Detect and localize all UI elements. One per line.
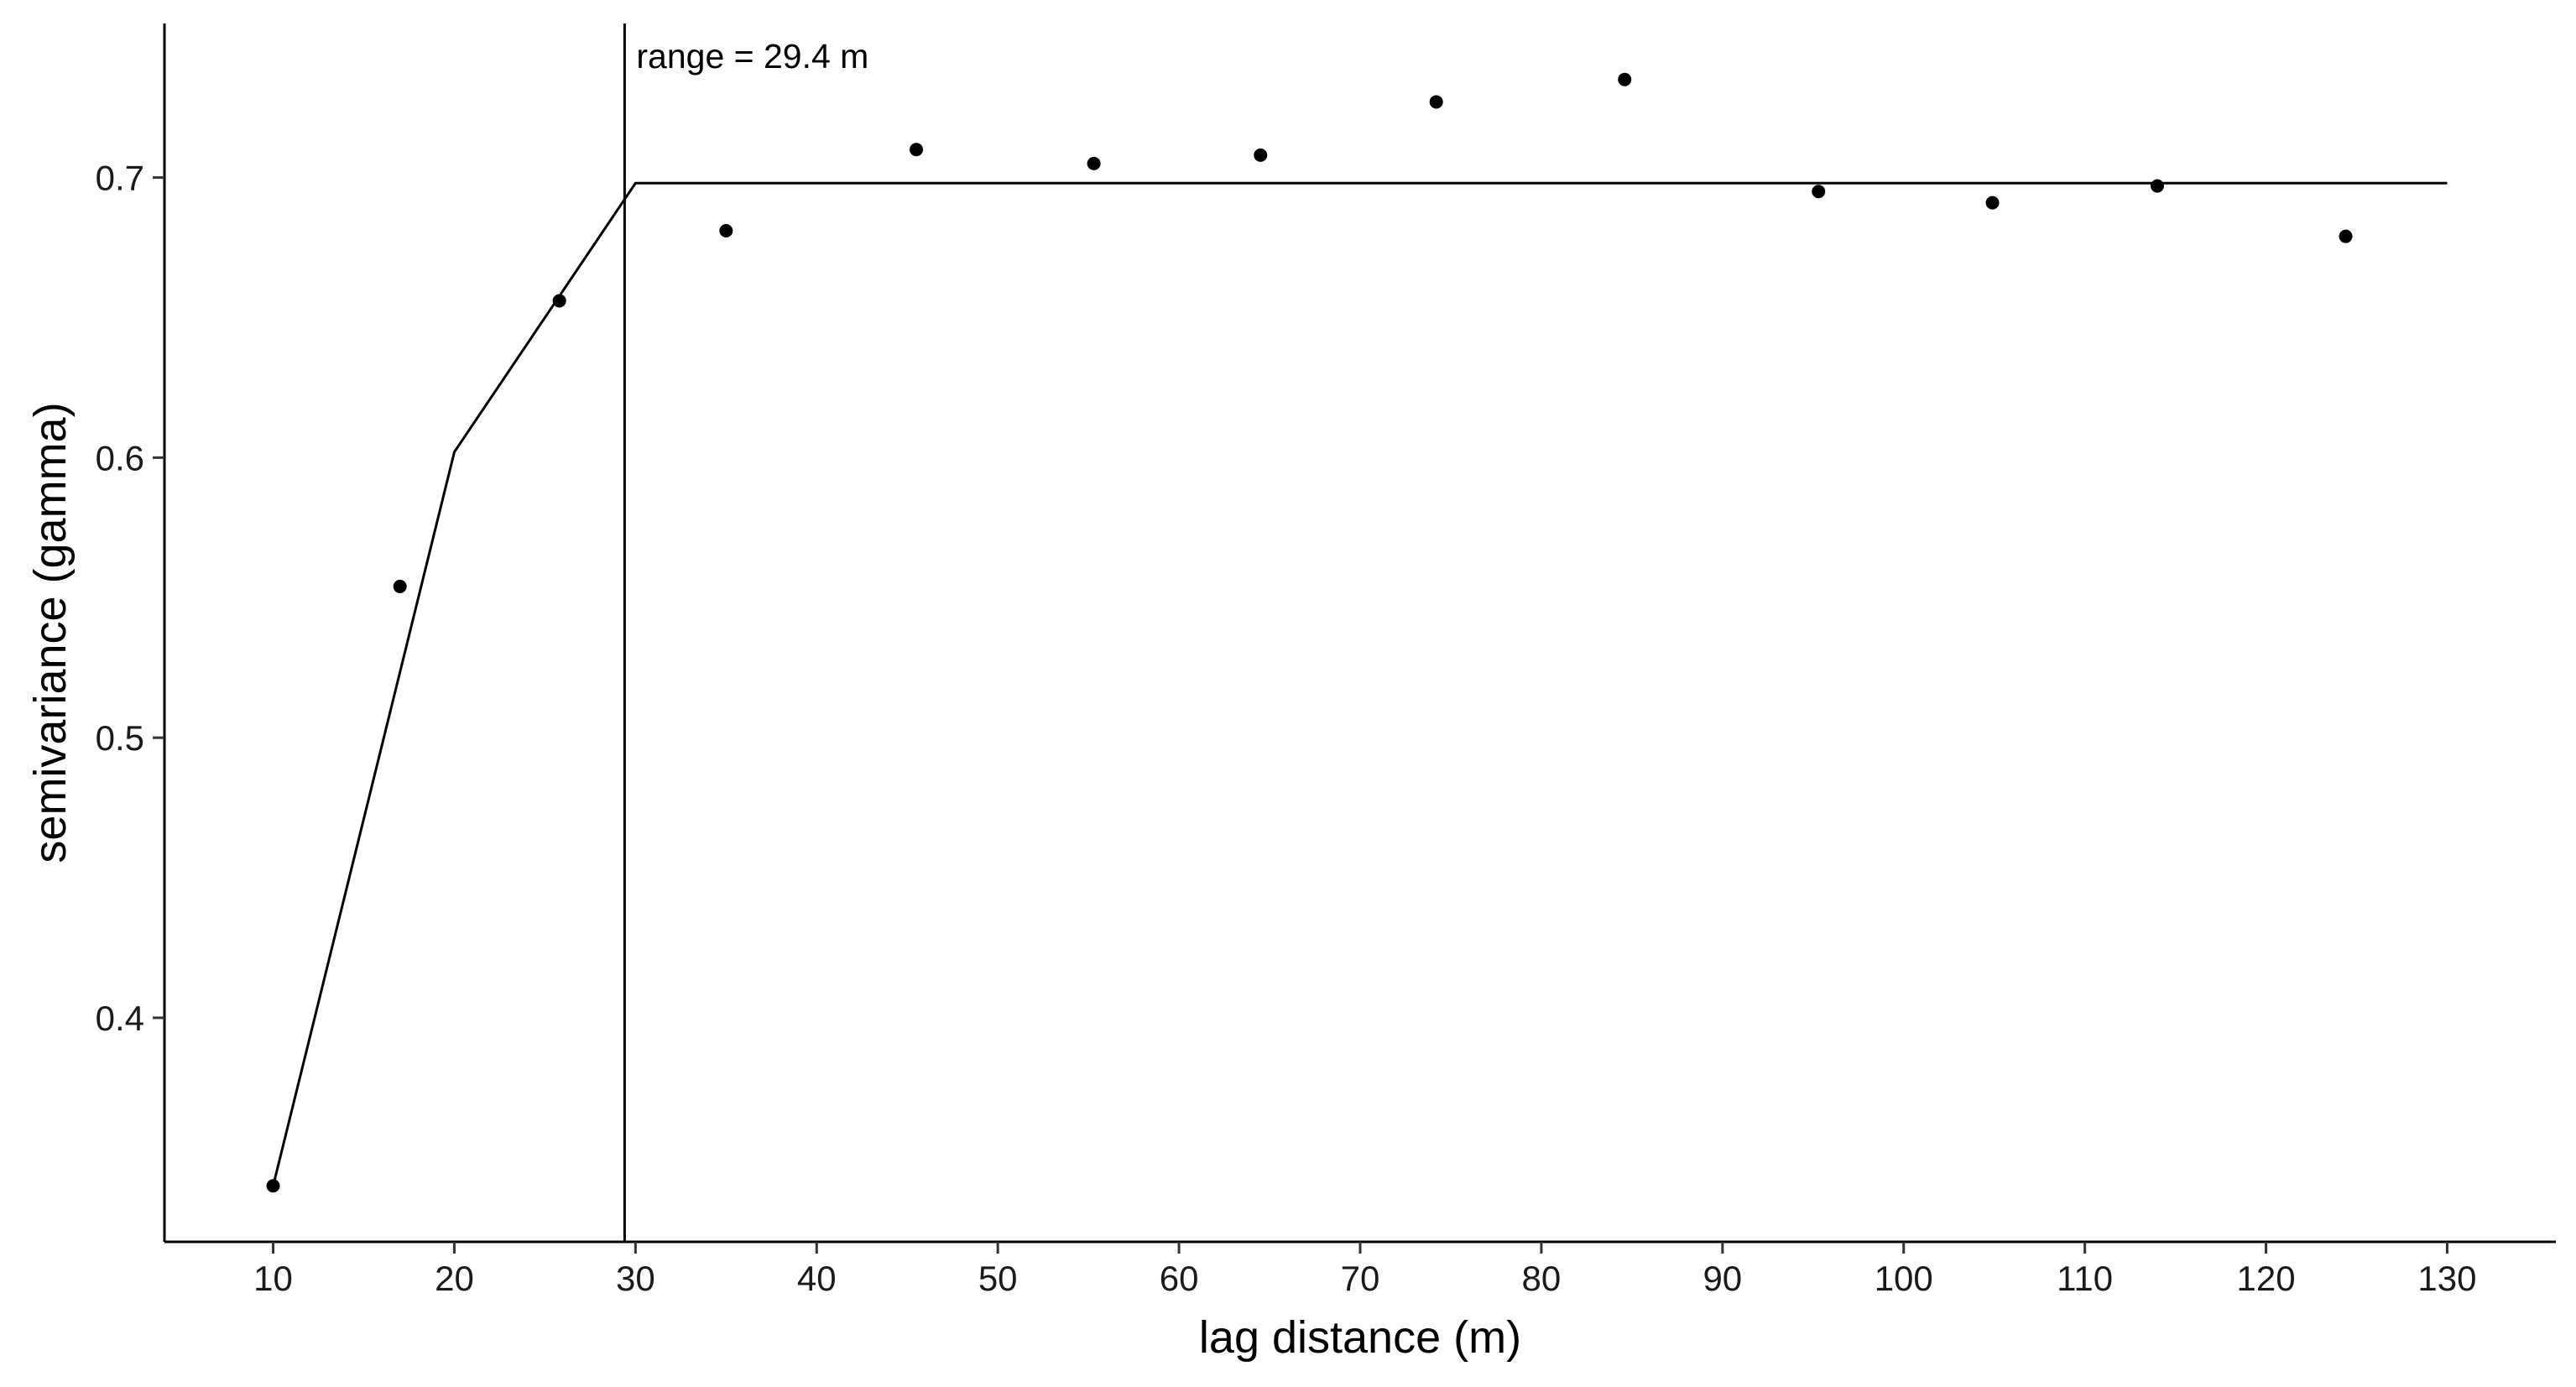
data-point	[1254, 148, 1268, 162]
data-point	[719, 224, 733, 238]
x-tick-label: 110	[2057, 1259, 2113, 1298]
data-point	[266, 1179, 280, 1193]
y-tick-label: 0.5	[96, 718, 144, 758]
model-fit-line	[272, 181, 2448, 1186]
x-tick-label: 130	[2417, 1259, 2476, 1298]
range-annotation: range = 29.4 m	[636, 37, 868, 76]
data-point	[1618, 72, 1632, 86]
x-tick-label: 120	[2237, 1259, 2296, 1298]
data-point	[1429, 95, 1443, 109]
data-point	[2151, 179, 2164, 193]
y-axis-title: semivariance (gamma)	[25, 402, 76, 863]
points-layer	[266, 72, 2353, 1193]
data-point	[1985, 196, 2000, 210]
y-tick-label: 0.4	[96, 999, 144, 1038]
data-point	[1087, 156, 1101, 170]
y-tick-label: 0.7	[96, 159, 144, 198]
model-layer	[272, 181, 2448, 1186]
data-point	[1812, 185, 1826, 199]
y-axis-ticks: 0.4 0.5 0.6 0.7	[96, 159, 164, 1038]
x-tick-label: 40	[797, 1259, 837, 1298]
x-tick-label: 60	[1160, 1259, 1199, 1298]
data-point	[2339, 229, 2353, 243]
x-tick-label: 10	[253, 1259, 293, 1298]
x-tick-label: 100	[1875, 1259, 1933, 1298]
x-tick-label: 20	[435, 1259, 474, 1298]
x-tick-label: 70	[1341, 1259, 1380, 1298]
x-tick-label: 90	[1703, 1259, 1742, 1298]
x-tick-label: 50	[978, 1259, 1018, 1298]
x-tick-label: 80	[1522, 1259, 1562, 1298]
data-point	[910, 143, 924, 157]
x-axis-ticks: 10 20 30 40 50 60 70 80 90 100 110 120 130	[253, 1242, 2476, 1298]
plot-area	[266, 23, 2448, 1242]
x-tick-label: 30	[616, 1259, 655, 1298]
y-tick-label: 0.6	[96, 438, 144, 477]
data-point	[552, 294, 566, 308]
data-point	[393, 579, 407, 593]
x-axis-title: lag distance (m)	[1199, 1312, 1521, 1363]
annotation-layer: range = 29.4 m	[636, 37, 868, 76]
